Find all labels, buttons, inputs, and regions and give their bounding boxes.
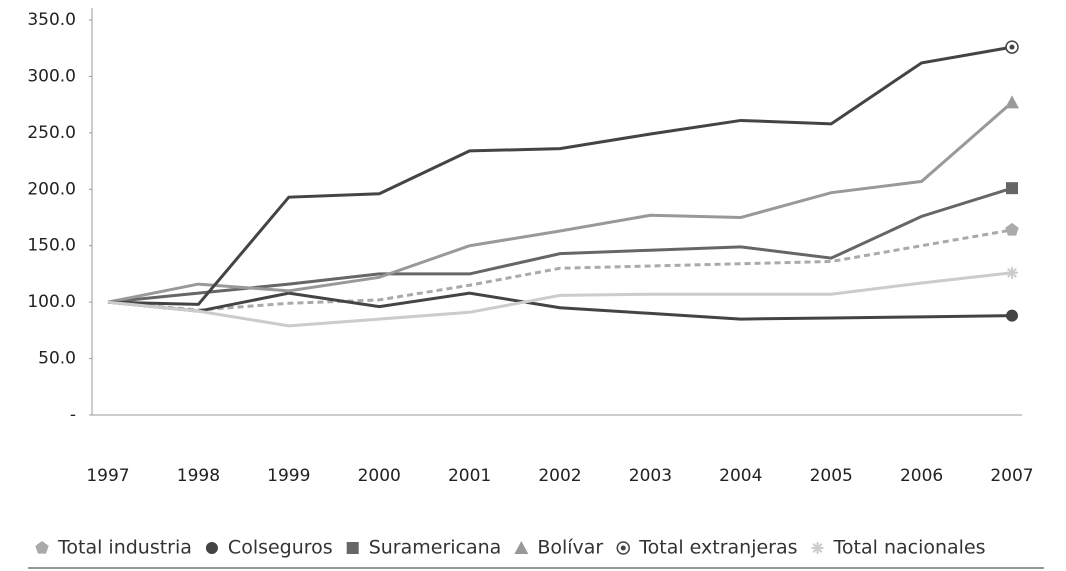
x-tick-label: 1998	[177, 466, 220, 486]
x-tick-label: 2007	[990, 466, 1033, 486]
series-line	[107, 271, 1013, 328]
legend-label: Bolívar	[537, 537, 603, 559]
x-tick-label: 2000	[358, 466, 401, 486]
marker	[514, 541, 529, 554]
legend-item: Total extranjeras	[616, 537, 798, 559]
y-tick-label: 100.0	[27, 292, 76, 312]
marker	[35, 541, 49, 554]
x-tick-label: 2004	[719, 466, 762, 486]
y-tick-label: 300.0	[27, 66, 76, 86]
marker	[1006, 182, 1018, 195]
x-tick-label: 2005	[810, 466, 853, 486]
y-tick-label: 150.0	[27, 236, 76, 256]
x-tick-label: 2002	[538, 466, 581, 486]
legend-item: Bolívar	[514, 537, 603, 559]
y-tick-label: 200.0	[27, 179, 76, 199]
marker	[205, 542, 218, 554]
x-tick-label: 1997	[86, 466, 129, 486]
series-line	[107, 228, 1013, 312]
y-tick-label: 50.0	[38, 349, 76, 369]
legend-item: Total industria	[35, 537, 192, 559]
y-tick-label: 250.0	[27, 123, 76, 143]
legend-label: Total industria	[57, 537, 192, 559]
series-line	[107, 291, 1013, 321]
series-line	[107, 186, 1013, 304]
marker	[346, 542, 359, 554]
marker-dot	[620, 545, 626, 551]
x-tick-label: 2001	[448, 466, 491, 486]
marker	[1006, 266, 1018, 279]
marker	[811, 542, 824, 554]
marker	[1006, 309, 1018, 322]
legend-label: Colseguros	[228, 537, 333, 559]
legend-item: Suramericana	[346, 537, 502, 559]
marker	[1005, 95, 1019, 109]
y-tick-label: 350.0	[27, 10, 76, 30]
series-line	[107, 45, 1013, 306]
series-line	[107, 101, 1013, 304]
x-tick-label: 2003	[629, 466, 672, 486]
x-tick-label: 1999	[267, 466, 310, 486]
legend-label: Suramericana	[369, 537, 502, 559]
y-tick-label: -	[70, 405, 76, 425]
marker	[1005, 222, 1019, 236]
legend-label: Total extranjeras	[638, 537, 797, 559]
legend-label: Total nacionales	[833, 537, 986, 559]
marker-dot	[1009, 44, 1015, 50]
legend-item: Colseguros	[205, 537, 333, 559]
legend-item: Total nacionales	[811, 537, 986, 559]
x-tick-label: 2006	[900, 466, 943, 486]
